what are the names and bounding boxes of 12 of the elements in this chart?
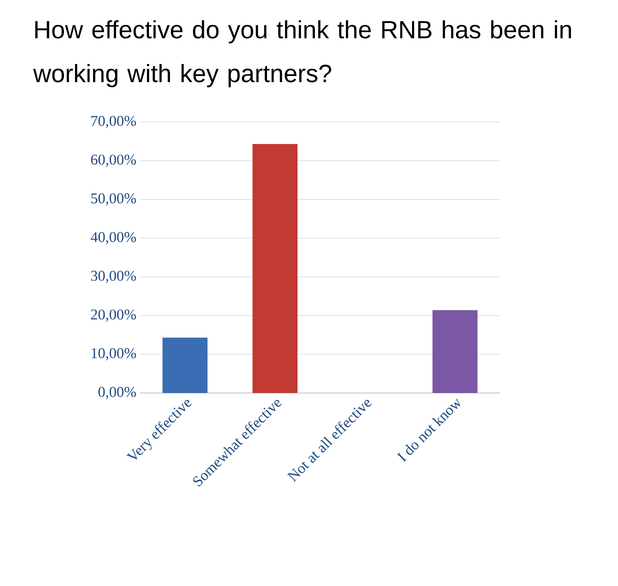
- y-tick-label: 70,00%: [91, 116, 136, 128]
- bar: [252, 144, 298, 393]
- y-tick-label: 60,00%: [91, 154, 136, 167]
- y-tick-label: 20,00%: [91, 309, 136, 322]
- chart-title: How effective do you think the RNB has been in working with key partners?: [33, 20, 571, 88]
- y-tick-label: 10,00%: [92, 348, 136, 360]
- y-tick-label: 30,00%: [91, 270, 136, 283]
- bar: [162, 338, 208, 393]
- y-tick-label: 50,00%: [91, 193, 136, 206]
- y-tick-label: 40,00%: [90, 232, 136, 244]
- bar: [432, 310, 478, 393]
- y-tick-label: 0,00%: [98, 386, 136, 400]
